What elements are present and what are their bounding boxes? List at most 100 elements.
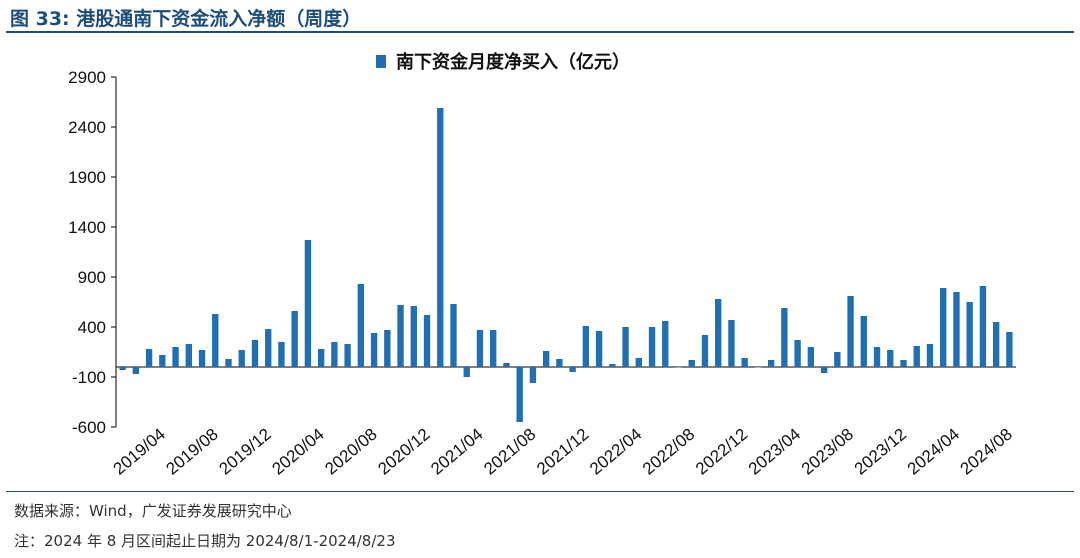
bar (490, 330, 497, 367)
x-tick-label: 2019/12 (215, 425, 274, 479)
x-tick-label: 2024/04 (904, 425, 963, 479)
bar (662, 321, 669, 367)
bar (701, 335, 709, 367)
bar (741, 358, 748, 367)
bar (913, 346, 920, 367)
bar (1006, 332, 1013, 367)
bar (675, 367, 682, 368)
x-tick-label: 2022/04 (586, 425, 645, 479)
bar (384, 330, 391, 367)
bar (291, 311, 298, 367)
bar (185, 344, 192, 367)
x-tick-label: 2023/12 (851, 425, 910, 479)
y-tick-label: -600 (72, 418, 106, 437)
y-tick-label: 2900 (68, 68, 106, 87)
bar (728, 320, 735, 367)
bar (807, 347, 815, 367)
x-tick-label: 2022/12 (692, 425, 751, 479)
x-tick-label: 2020/12 (374, 425, 433, 479)
bar (212, 314, 219, 367)
y-tick-label: 2400 (68, 118, 106, 137)
bar (423, 315, 431, 367)
bar (265, 329, 272, 367)
x-tick-label: 2022/08 (639, 425, 698, 479)
x-tick-label: 2020/08 (321, 425, 380, 479)
x-tick-label: 2021/08 (480, 425, 539, 479)
figure-title: 图 33: 港股通南下资金流入净额（周度） (10, 8, 362, 30)
bar-chart: -600-10040090014001900240029002019/04201… (68, 68, 1016, 479)
x-tick-label: 2024/08 (957, 425, 1016, 479)
bar (595, 331, 603, 367)
bar (304, 240, 312, 367)
bar (516, 367, 523, 422)
bar (648, 327, 656, 367)
bar (953, 292, 960, 367)
x-tick-label: 2019/08 (163, 425, 222, 479)
y-tick-label: 1900 (68, 168, 106, 187)
source-note: 数据来源：Wind，广发证券发展研究中心 (14, 502, 292, 520)
title-rule (6, 31, 1074, 33)
bar (582, 326, 590, 367)
bar (873, 347, 881, 367)
bar (529, 367, 537, 383)
bar (542, 351, 550, 367)
y-tick-label: -100 (72, 368, 106, 387)
bar (715, 299, 722, 367)
bar (781, 308, 788, 367)
bar (767, 360, 775, 367)
x-tick-label: 2023/08 (798, 425, 857, 479)
bar (834, 352, 841, 367)
bar (503, 363, 510, 367)
bar (569, 367, 576, 372)
bar (370, 333, 378, 367)
y-tick-label: 900 (78, 268, 106, 287)
legend-swatch (376, 54, 386, 68)
bar (635, 358, 642, 367)
bar (251, 340, 259, 367)
bar (317, 349, 325, 367)
chart-legend: 南下资金月度净买入（亿元） (376, 48, 630, 74)
bar (172, 347, 179, 367)
bar (900, 360, 907, 367)
bar (992, 322, 1000, 367)
bar (145, 349, 153, 367)
bar (926, 344, 934, 367)
bar (754, 367, 762, 368)
x-tick-label: 2023/04 (745, 425, 804, 479)
footer-rule (6, 491, 1074, 492)
bar (556, 359, 563, 367)
bar (410, 306, 417, 367)
legend-label: 南下资金月度净买入（亿元） (396, 52, 630, 73)
x-tick-label: 2020/04 (268, 425, 327, 479)
bar (331, 342, 338, 367)
bar (860, 316, 867, 367)
bar (238, 350, 245, 367)
bar (198, 350, 206, 367)
x-tick-label: 2019/04 (110, 425, 169, 479)
y-tick-label: 1400 (68, 218, 106, 237)
x-tick-label: 2021/04 (427, 425, 486, 479)
y-tick-label: 400 (78, 318, 106, 337)
bar (132, 367, 140, 374)
bar (278, 342, 285, 367)
bar (940, 288, 947, 367)
bar (119, 367, 126, 370)
bar (887, 350, 894, 367)
bar (397, 305, 404, 367)
bar (159, 355, 166, 367)
bar (794, 340, 801, 367)
bar (688, 360, 695, 367)
bar (820, 367, 828, 373)
bar (847, 296, 854, 367)
bar (225, 359, 232, 367)
bar (622, 327, 629, 367)
x-tick-label: 2021/12 (533, 425, 592, 479)
bar (979, 286, 987, 367)
bar (437, 108, 444, 367)
bar (476, 330, 484, 367)
bar (344, 344, 351, 367)
bar (450, 304, 457, 367)
bar (463, 367, 470, 377)
date-note: 注：2024 年 8 月区间起止日期为 2024/8/1-2024/8/23 (14, 532, 396, 550)
bar (966, 302, 973, 367)
